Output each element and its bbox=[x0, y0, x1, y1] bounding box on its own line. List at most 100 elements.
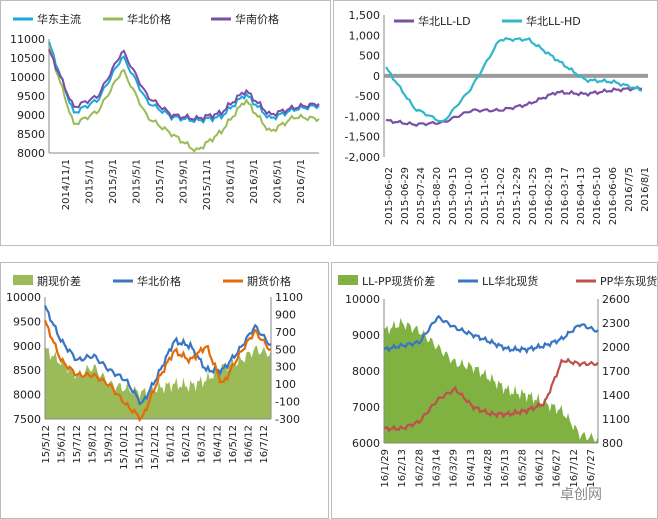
legend-label: 华北LL-LD bbox=[418, 14, 471, 28]
x-tick-label: 2015-06-29 bbox=[400, 167, 411, 225]
x-tick-label: 2015/11/1 bbox=[202, 159, 213, 210]
chart-panel-1: 8000 8500 9000 9500 10000 10500 11000 2014/11/1… bbox=[0, 0, 331, 246]
x-tick-label: 2015-11-05 bbox=[480, 167, 491, 225]
y-tick-label: 9500 bbox=[17, 90, 45, 103]
x-tick-label: 16/3/29 bbox=[449, 449, 460, 488]
series-line-1 bbox=[383, 314, 599, 355]
series-line-1 bbox=[48, 45, 320, 153]
right-y-tick-label: 100 bbox=[275, 378, 296, 391]
y-tick-label: 8000 bbox=[17, 147, 45, 160]
series-line-1 bbox=[385, 36, 643, 123]
right-y-tick-label: 2300 bbox=[602, 317, 630, 330]
y-tick-label: 10500 bbox=[10, 52, 45, 65]
y-tick-label: -500 bbox=[355, 90, 380, 103]
x-tick-label: 16/5/28 bbox=[517, 449, 528, 488]
x-tick-label: 2015/3/1 bbox=[108, 159, 119, 204]
x-tick-label: 16/6/12 bbox=[243, 425, 254, 464]
legend-label: PP华东现货 bbox=[600, 274, 657, 288]
right-y-tick-label: -300 bbox=[275, 413, 300, 426]
left-y-tick-label: 8000 bbox=[352, 365, 380, 378]
x-tick-label: 15/12/12 bbox=[150, 425, 161, 470]
legend-label: 华北价格 bbox=[137, 274, 181, 288]
legend-label: 期现价差 bbox=[37, 274, 81, 288]
x-tick-label: 2016/1/1 bbox=[226, 159, 237, 204]
legend-label: 期货价格 bbox=[247, 274, 291, 288]
x-tick-label: 16/2/13 bbox=[397, 449, 408, 488]
x-tick-label: 15/9/12 bbox=[103, 425, 114, 464]
legend-swatch bbox=[13, 275, 33, 285]
x-tick-label: 16/1/29 bbox=[380, 449, 391, 488]
x-tick-label: 2016/7/1 bbox=[296, 159, 307, 204]
x-tick-label: 16/6/12 bbox=[535, 449, 546, 488]
left-y-tick-label: 9000 bbox=[352, 329, 380, 342]
x-tick-label: 15/11/12 bbox=[134, 425, 145, 470]
left-y-tick-label: 10000 bbox=[345, 293, 380, 306]
x-tick-label: 2016-02-19 bbox=[544, 167, 555, 225]
right-y-tick-label: 2000 bbox=[602, 341, 630, 354]
x-tick-label: 2015/7/1 bbox=[155, 159, 166, 204]
y-tick-label: -1,500 bbox=[345, 131, 380, 144]
legend-label: 华南价格 bbox=[235, 12, 279, 26]
y-tick-label: 10000 bbox=[10, 71, 45, 84]
x-tick-label: 16/3/14 bbox=[432, 449, 443, 488]
x-tick-label: 2016-06-06 bbox=[608, 167, 619, 225]
y-tick-label: -1,000 bbox=[345, 110, 380, 123]
right-y-tick-label: 300 bbox=[275, 361, 296, 374]
left-y-tick-label: 9500 bbox=[13, 315, 41, 328]
zero-line bbox=[384, 73, 648, 78]
chart-1-svg: 8000 8500 9000 9500 10000 10500 11000 2014/11/1… bbox=[10, 12, 320, 210]
legend-label: LL华北现货 bbox=[482, 274, 538, 288]
y-tick-label: 1,000 bbox=[349, 29, 381, 42]
chart-panel-2: -2,000 -1,500 -1,000 -500 0 500 1,000 1,500 2015… bbox=[333, 0, 658, 246]
x-tick-label: 15/10/12 bbox=[119, 425, 130, 470]
y-tick-label: 8500 bbox=[17, 128, 45, 141]
chart-panel-4: 6000 7000 8000 9000 10000 800 1100 1400 1700 2000… bbox=[331, 262, 658, 519]
x-tick-label: 2016/3/1 bbox=[249, 159, 260, 204]
x-tick-label: 16/3/12 bbox=[197, 425, 208, 464]
x-tick-label: 2015-10-10 bbox=[464, 167, 475, 225]
left-y-tick-label: 7500 bbox=[13, 413, 41, 426]
x-tick-label: 2016-04-13 bbox=[576, 167, 587, 225]
x-tick-label: 2016/5/1 bbox=[273, 159, 284, 204]
x-tick-label: 2014/11/1 bbox=[61, 159, 72, 210]
right-y-tick-label: -100 bbox=[275, 396, 300, 409]
y-tick-label: 11000 bbox=[10, 33, 45, 46]
x-tick-label: 16/6/27 bbox=[552, 449, 563, 488]
right-y-tick-label: 1700 bbox=[602, 365, 630, 378]
x-tick-label: 2015-12-02 bbox=[496, 167, 507, 225]
right-y-tick-label: 1400 bbox=[602, 389, 630, 402]
legend-label: 华北价格 bbox=[127, 12, 171, 26]
x-tick-label: 16/5/13 bbox=[500, 449, 511, 488]
legend-label: 华东主流 bbox=[37, 12, 81, 26]
right-y-tick-label: 800 bbox=[602, 437, 623, 450]
x-tick-label: 16/7/12 bbox=[569, 449, 580, 488]
x-tick-label: 16/2/12 bbox=[181, 425, 192, 464]
right-y-tick-label: 500 bbox=[275, 343, 296, 356]
x-tick-label: 2015-06-02 bbox=[384, 167, 395, 225]
series-line-2 bbox=[383, 357, 599, 433]
series-line-1 bbox=[43, 305, 272, 406]
x-tick-label: 2015-07-24 bbox=[416, 167, 427, 225]
legend-label: LL-PP现货价差 bbox=[362, 274, 435, 288]
x-tick-label: 2015/5/1 bbox=[132, 159, 143, 204]
x-tick-label: 16/7/27 bbox=[586, 449, 597, 488]
series-line-2 bbox=[48, 49, 320, 122]
left-y-tick-label: 10000 bbox=[6, 291, 41, 304]
x-tick-label: 16/7/12 bbox=[259, 425, 270, 464]
x-tick-label: 15/8/12 bbox=[88, 425, 99, 464]
y-tick-label: 1,500 bbox=[349, 9, 381, 22]
x-tick-label: 2015/1/1 bbox=[85, 159, 96, 204]
x-tick-label: 16/4/13 bbox=[466, 449, 477, 488]
x-tick-label: 2016/7/5 bbox=[624, 167, 635, 212]
series-line-0 bbox=[48, 41, 320, 124]
x-tick-label: 2015/9/1 bbox=[179, 159, 190, 204]
chart-4-svg: 6000 7000 8000 9000 10000 800 1100 1400 1700 2000… bbox=[338, 274, 657, 488]
x-tick-label: 15/6/12 bbox=[57, 425, 68, 464]
y-tick-label: 500 bbox=[359, 50, 380, 63]
x-tick-label: 2015-08-20 bbox=[432, 167, 443, 225]
x-tick-label: 15/7/12 bbox=[72, 425, 83, 464]
x-tick-label: 16/5/12 bbox=[228, 425, 239, 464]
left-y-tick-label: 8500 bbox=[13, 364, 41, 377]
left-y-tick-label: 8000 bbox=[13, 389, 41, 402]
right-y-tick-label: 1100 bbox=[275, 291, 303, 304]
